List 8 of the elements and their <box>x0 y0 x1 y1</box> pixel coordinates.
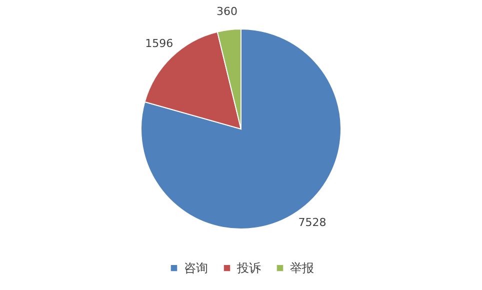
legend-label: 举报 <box>290 261 314 276</box>
data-label: 7528 <box>298 216 326 230</box>
data-label: 360 <box>216 4 238 18</box>
pie-slice <box>144 31 242 130</box>
data-label: 1596 <box>145 37 174 50</box>
legend-label: 咨询 <box>184 261 208 276</box>
pie-slice <box>140 28 342 230</box>
legend-label: 投诉 <box>236 261 261 276</box>
